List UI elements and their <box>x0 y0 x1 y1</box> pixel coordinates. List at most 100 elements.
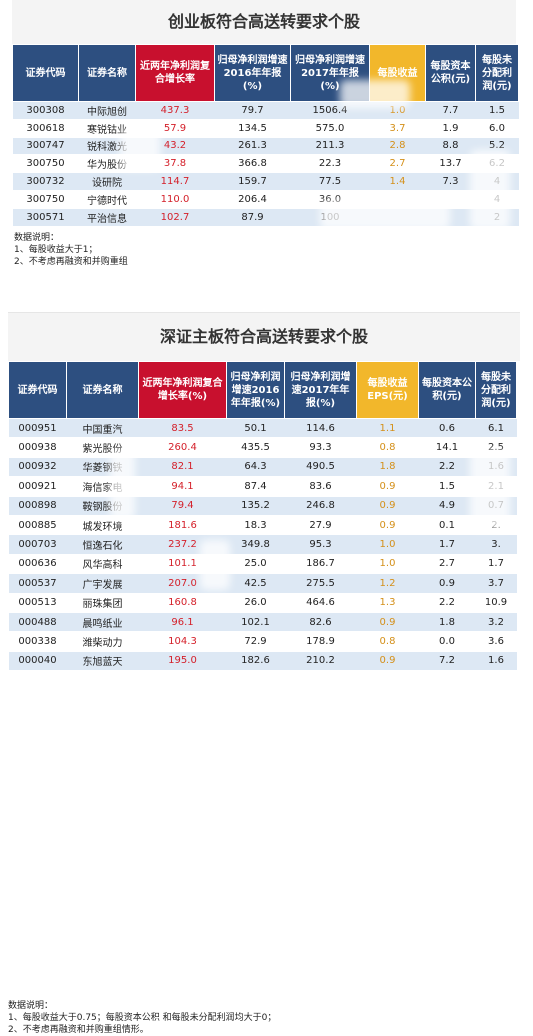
column-header: 每股资本公积(元) <box>425 44 476 102</box>
table-cell: 1.6 <box>475 651 517 672</box>
table-cell: 2.2 <box>418 593 476 613</box>
table-cell: 134.5 <box>214 119 291 138</box>
table-cell: 83.6 <box>284 476 357 497</box>
watermark-blur <box>470 450 510 530</box>
column-header: 归母净利润增速2017年年报(%) <box>284 361 357 419</box>
watermark-blur <box>200 540 230 590</box>
note-line: 1、每股收益大于1； <box>14 245 98 255</box>
table-cell: 27.9 <box>284 515 357 536</box>
table-cell: 丽珠集团 <box>66 593 139 613</box>
table-row: 000537 广宇发展 207.0 42.5 275.5 1.2 0.9 3.7 <box>8 573 517 594</box>
header-row: 证券代码 证券名称 近两年净利润复合增长率 归母净利润增速2016年年报(%) 归母净利… <box>12 44 519 102</box>
table-cell: 26.0 <box>226 593 285 613</box>
table-cell: 7.2 <box>418 651 476 672</box>
column-header: 证券名称 <box>78 44 136 102</box>
table-cell: 435.5 <box>226 437 285 458</box>
table-cell: 50.1 <box>226 418 285 439</box>
table-cell: 7.7 <box>425 101 476 120</box>
table-cell: 000040 <box>8 651 67 672</box>
column-header: 证券代码 <box>12 44 79 102</box>
table-cell: 4.9 <box>418 496 476 516</box>
note-line: 2、不考虑再融资和并购重组情形。 <box>8 1025 149 1035</box>
table-cell: 104.3 <box>138 631 227 652</box>
watermark-blur <box>120 130 160 170</box>
table-cell: 135.2 <box>226 496 285 516</box>
table-cell: 178.9 <box>284 631 357 652</box>
table-cell: 260.4 <box>138 437 227 458</box>
table-cell: 000338 <box>8 631 67 652</box>
table-cell: 300732 <box>12 172 79 191</box>
table-cell: 0.9 <box>356 515 419 536</box>
table-row: 000338 潍柴动力 104.3 72.9 178.9 0.8 0.0 3.6 <box>8 631 517 652</box>
table-cell: 83.5 <box>138 418 227 439</box>
note-line: 1、每股收益大于0.75；每股资本公积 和每股未分配利润均大于0； <box>8 1013 277 1023</box>
shenzhen-main-table: 证券代码 证券名称 近两年净利润复合增长率(%) 归母净利润增速2016年年报(%) 归… <box>8 361 517 672</box>
table-cell: 102.1 <box>226 612 285 633</box>
table-cell: 79.4 <box>138 496 227 516</box>
table-cell: 300618 <box>12 119 79 138</box>
table-cell: 000921 <box>8 476 67 497</box>
table-cell: 000537 <box>8 573 67 594</box>
table-cell: 000951 <box>8 418 67 439</box>
table-cell: 风华高科 <box>66 554 139 575</box>
table-cell: 2.8 <box>369 137 426 156</box>
table-cell: 0.9 <box>356 651 419 672</box>
table-cell: 1.9 <box>425 119 476 138</box>
table-cell: 000898 <box>8 496 67 516</box>
table-cell: 2.2 <box>418 457 476 478</box>
table-cell: 恒逸石化 <box>66 534 139 555</box>
column-header: 证券代码 <box>8 361 67 419</box>
table-cell: 300308 <box>12 101 79 120</box>
table-cell: 210.2 <box>284 651 357 672</box>
table-cell: 114.7 <box>135 172 215 191</box>
table-row: 000636 风华高科 101.1 25.0 186.7 1.0 2.7 1.7 <box>8 554 517 575</box>
note-line: 2、不考虑再融资和并购重组 <box>14 257 128 267</box>
table-cell: 95.3 <box>284 534 357 555</box>
column-header: 归母净利润增速2016年年报(%) <box>226 361 285 419</box>
table-cell: 82.1 <box>138 457 227 478</box>
watermark-blur <box>470 150 510 230</box>
table-cell: 87.9 <box>214 208 291 227</box>
table-cell: 87.4 <box>226 476 285 497</box>
column-header: 每股未分配利润(元) <box>475 361 517 419</box>
table-row: 300308 中际旭创 437.3 79.7 1506.4 1.0 7.7 1.5 <box>12 101 519 120</box>
table-cell: 1.3 <box>356 593 419 613</box>
table-row: 000938 紫光股份 260.4 435.5 93.3 0.8 14.1 2.5 <box>8 437 517 458</box>
table-cell: 0.9 <box>356 612 419 633</box>
data-notes: 数据说明： 1、每股收益大于1； 2、不考虑再融资和并购重组 <box>14 232 128 268</box>
column-header: 归母净利润增速2016年年报(%) <box>214 44 291 102</box>
table-cell: 300750 <box>12 190 79 209</box>
table-cell: 72.9 <box>226 631 285 652</box>
table-cell: 晨鸣纸业 <box>66 612 139 633</box>
table-cell: 42.5 <box>226 573 285 594</box>
table-cell: 6.0 <box>475 119 519 138</box>
table-cell: 261.3 <box>214 137 291 156</box>
table-cell: 2.7 <box>418 554 476 575</box>
watermark-blur <box>110 450 135 520</box>
table-row: 000951 中国重汽 83.5 50.1 114.6 1.1 0.6 6.1 <box>8 418 517 439</box>
table-cell: 349.8 <box>226 534 285 555</box>
column-header: 每股未分配利润(元) <box>475 44 519 102</box>
table-cell: 195.0 <box>138 651 227 672</box>
shenzhen-main-panel: 深证主板符合高送转要求个股 证券代码 证券名称 近两年净利润复合增长率(%) 归母净利… <box>8 312 520 1035</box>
table-cell: 211.3 <box>290 137 370 156</box>
table-cell: 22.3 <box>290 154 370 174</box>
watermark-blur <box>340 80 410 108</box>
table-cell: 159.7 <box>214 172 291 191</box>
table-cell: 平治信息 <box>78 208 136 227</box>
table-cell: 1.7 <box>418 534 476 555</box>
column-header: 近两年净利润复合增长率(%) <box>138 361 227 419</box>
table-cell: 0.8 <box>356 631 419 652</box>
table-cell: 中际旭创 <box>78 101 136 120</box>
table-cell: 000885 <box>8 515 67 536</box>
table-cell: 14.1 <box>418 437 476 458</box>
header-row: 证券代码 证券名称 近两年净利润复合增长率(%) 归母净利润增速2016年年报(%) 归… <box>8 361 517 419</box>
table-cell: 0.9 <box>356 476 419 497</box>
table-cell: 94.1 <box>138 476 227 497</box>
table-cell: 7.3 <box>425 172 476 191</box>
table-cell: 1.8 <box>418 612 476 633</box>
table-cell: 160.8 <box>138 593 227 613</box>
